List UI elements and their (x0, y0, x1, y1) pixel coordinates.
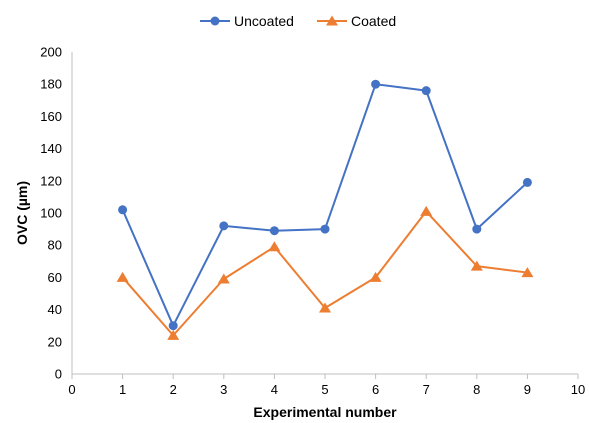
x-tick-label: 4 (271, 382, 278, 397)
data-point-uncoated (168, 321, 178, 331)
x-tick-label: 5 (321, 382, 328, 397)
x-tick-label: 3 (220, 382, 227, 397)
data-point-coated (116, 271, 129, 282)
y-axis-title: OVC (µm) (14, 181, 30, 245)
x-tick-label: 6 (372, 382, 379, 397)
y-tick-label: 0 (55, 367, 62, 382)
y-tick-label: 180 (40, 77, 62, 92)
data-point-coated (369, 271, 382, 282)
x-tick-label: 8 (473, 382, 480, 397)
x-tick-label: 0 (68, 382, 75, 397)
data-point-uncoated (472, 224, 482, 234)
y-tick-label: 120 (40, 173, 62, 188)
legend-label-coated: Coated (351, 13, 396, 29)
y-axis-ticks: 0 20 40 60 80 100 120 140 160 180 200 (40, 45, 62, 382)
data-point-coated (167, 329, 180, 340)
legend-marker-coated (326, 15, 338, 26)
y-tick-label: 160 (40, 109, 62, 124)
y-tick-label: 80 (48, 238, 62, 253)
y-tick-label: 60 (48, 270, 62, 285)
series-line-uncoated (121, 83, 529, 327)
x-axis-ticks: 0 1 2 3 4 5 6 7 8 9 10 (68, 374, 585, 397)
data-point-uncoated (269, 226, 279, 236)
data-point-uncoated (320, 224, 330, 234)
y-tick-label: 100 (40, 206, 62, 221)
y-tick-label: 20 (48, 334, 62, 349)
data-point-coated (268, 241, 281, 252)
legend: Uncoated Coated (200, 13, 396, 29)
x-axis-title: Experimental number (253, 404, 397, 420)
x-tick-label: 10 (571, 382, 585, 397)
legend-entry-uncoated: Uncoated (200, 13, 294, 29)
data-point-uncoated (219, 221, 229, 231)
data-point-uncoated (421, 86, 431, 96)
x-tick-label: 1 (119, 382, 126, 397)
data-point-coated (470, 260, 483, 271)
data-point-coated (521, 267, 534, 278)
legend-marker-uncoated (210, 16, 220, 26)
data-point-uncoated (371, 79, 381, 89)
data-point-coated (420, 205, 433, 216)
x-tick-label: 7 (423, 382, 430, 397)
series-layer (116, 79, 534, 340)
data-point-coated (319, 302, 331, 313)
data-point-coated (217, 273, 230, 284)
legend-entry-coated: Coated (317, 13, 396, 29)
y-tick-label: 200 (40, 45, 62, 60)
y-tick-label: 40 (48, 302, 62, 317)
x-tick-label: 9 (524, 382, 531, 397)
x-tick-label: 2 (170, 382, 177, 397)
data-point-uncoated (118, 205, 128, 215)
data-point-uncoated (522, 177, 532, 187)
y-tick-label: 140 (40, 141, 62, 156)
legend-label-uncoated: Uncoated (234, 13, 294, 29)
